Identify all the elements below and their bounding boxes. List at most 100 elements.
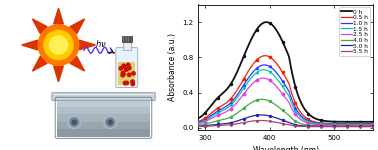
5.5 h xyxy=(301,126,305,127)
Polygon shape xyxy=(54,66,64,82)
4.0 h xyxy=(340,125,344,127)
0 h xyxy=(301,105,305,107)
Text: $h\nu$: $h\nu$ xyxy=(95,38,107,49)
Circle shape xyxy=(124,68,128,71)
FancyBboxPatch shape xyxy=(116,48,138,87)
Line: 1.0 h: 1.0 h xyxy=(198,65,373,124)
0.5 h xyxy=(340,123,344,124)
Circle shape xyxy=(127,73,131,76)
Line: 1.5 h: 1.5 h xyxy=(198,70,373,124)
Bar xyxy=(57,129,150,136)
Polygon shape xyxy=(54,8,64,24)
Polygon shape xyxy=(70,19,85,34)
Line: 0.5 h: 0.5 h xyxy=(198,56,373,124)
1.5 h xyxy=(371,124,375,125)
Circle shape xyxy=(125,81,129,85)
1.5 h xyxy=(280,86,285,88)
1.5 h xyxy=(291,106,296,108)
Circle shape xyxy=(131,82,135,86)
Bar xyxy=(118,62,135,85)
0.5 h xyxy=(367,123,372,124)
2.5 h xyxy=(196,123,201,125)
Circle shape xyxy=(38,25,79,65)
Circle shape xyxy=(123,81,127,85)
Circle shape xyxy=(122,72,125,76)
Circle shape xyxy=(127,66,131,70)
0 h xyxy=(371,121,375,123)
2.5 h xyxy=(261,77,265,79)
Polygon shape xyxy=(79,40,95,50)
Bar xyxy=(122,42,131,50)
Circle shape xyxy=(70,118,79,127)
5.0 h xyxy=(291,123,296,125)
Polygon shape xyxy=(22,40,37,50)
1.0 h xyxy=(291,102,296,104)
5.5 h xyxy=(258,120,263,121)
Polygon shape xyxy=(33,19,47,34)
Bar xyxy=(57,106,150,114)
1.0 h xyxy=(280,81,285,82)
0 h xyxy=(340,121,344,123)
0.5 h xyxy=(301,114,305,116)
Circle shape xyxy=(121,74,124,77)
4.0 h xyxy=(196,124,201,126)
0 h xyxy=(264,21,269,23)
0 h xyxy=(291,78,296,79)
Circle shape xyxy=(50,36,68,54)
2.5 h xyxy=(371,124,375,126)
1.5 h xyxy=(340,124,344,125)
1.0 h xyxy=(301,116,305,118)
Line: 4.0 h: 4.0 h xyxy=(198,99,373,126)
0 h xyxy=(280,41,285,43)
5.5 h xyxy=(279,123,284,124)
5.5 h xyxy=(291,125,296,126)
4.0 h xyxy=(371,125,375,127)
Circle shape xyxy=(68,116,81,129)
5.5 h xyxy=(367,126,372,127)
Line: 2.5 h: 2.5 h xyxy=(198,78,373,125)
1.5 h xyxy=(196,122,201,124)
Y-axis label: Absorbance (a.u.): Absorbance (a.u.) xyxy=(168,33,177,101)
Polygon shape xyxy=(70,56,85,71)
0.5 h xyxy=(371,123,375,124)
5.0 h xyxy=(367,126,372,127)
1.5 h xyxy=(279,84,284,86)
5.0 h xyxy=(301,125,305,127)
1.0 h xyxy=(340,123,344,125)
Circle shape xyxy=(108,120,112,124)
1.0 h xyxy=(367,123,372,125)
5.0 h xyxy=(340,126,344,127)
5.5 h xyxy=(340,126,344,127)
5.0 h xyxy=(280,119,285,121)
0.5 h xyxy=(196,121,201,122)
5.0 h xyxy=(279,119,284,121)
Line: 5.5 h: 5.5 h xyxy=(198,120,373,127)
5.0 h xyxy=(196,125,201,127)
Circle shape xyxy=(131,80,134,83)
1.0 h xyxy=(262,64,267,66)
5.5 h xyxy=(280,123,285,124)
1.0 h xyxy=(196,122,201,123)
2.5 h xyxy=(367,124,372,126)
1.0 h xyxy=(371,123,375,125)
Circle shape xyxy=(125,67,129,71)
Circle shape xyxy=(104,116,116,129)
Line: 0 h: 0 h xyxy=(198,22,373,122)
2.5 h xyxy=(279,92,284,94)
Polygon shape xyxy=(33,56,47,71)
5.0 h xyxy=(259,114,263,116)
Bar xyxy=(57,114,150,122)
Circle shape xyxy=(121,71,125,75)
4.0 h xyxy=(260,98,264,100)
2.5 h xyxy=(280,93,285,95)
4.0 h xyxy=(279,109,284,111)
2.5 h xyxy=(340,124,344,126)
1.5 h xyxy=(262,69,266,71)
1.0 h xyxy=(279,79,284,81)
FancyBboxPatch shape xyxy=(52,93,155,101)
Circle shape xyxy=(72,120,76,124)
Circle shape xyxy=(106,118,115,127)
Legend: 0 h, 0.5 h, 1.0 h, 1.5 h, 2.5 h, 4.0 h, 5.0 h, 5.5 h: 0 h, 0.5 h, 1.0 h, 1.5 h, 2.5 h, 4.0 h, … xyxy=(339,7,370,56)
5.0 h xyxy=(371,126,375,127)
0.5 h xyxy=(280,72,285,74)
